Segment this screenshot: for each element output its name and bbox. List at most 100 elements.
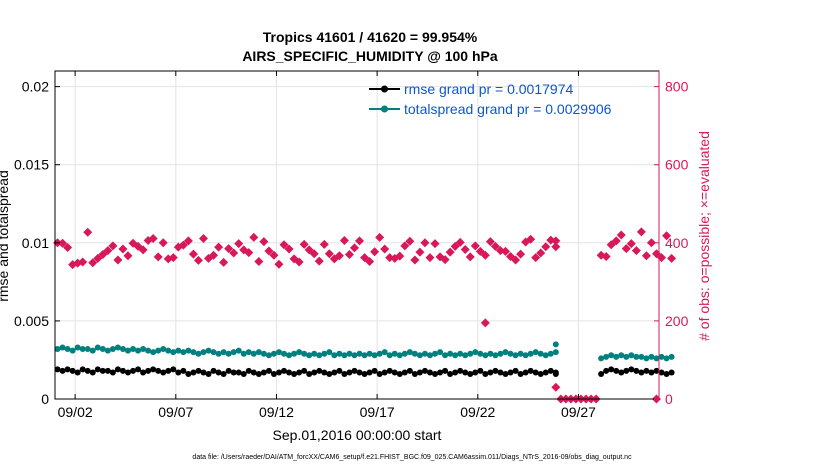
totalspread-point <box>306 352 313 359</box>
rmse-point <box>175 369 182 376</box>
obs-point <box>198 234 208 244</box>
obs-point <box>646 238 656 248</box>
obs-point <box>284 244 294 254</box>
obs-point <box>319 239 329 249</box>
y-left-tick-label: 0.005 <box>14 313 49 329</box>
rmse-point <box>145 367 152 374</box>
totalspread-point <box>492 352 499 359</box>
obs-point <box>344 250 354 260</box>
rmse-point <box>527 367 534 374</box>
rmse-point <box>421 367 428 374</box>
totalspread-point <box>99 346 106 353</box>
rmse-point <box>648 369 655 376</box>
totalspread-point <box>477 350 484 357</box>
rmse-point <box>467 371 474 378</box>
totalspread-point <box>658 353 665 360</box>
obs-point <box>83 227 93 237</box>
totalspread-point <box>532 349 539 356</box>
rmse-point <box>69 367 76 374</box>
rmse-point <box>411 371 418 378</box>
obs-point <box>78 257 88 267</box>
totalspread-point <box>371 352 378 359</box>
totalspread-point <box>124 347 131 354</box>
totalspread-point <box>522 352 529 359</box>
totalspread-point <box>255 349 262 356</box>
totalspread-point <box>502 349 509 356</box>
rmse-point <box>537 371 544 378</box>
rmse-point <box>336 367 343 374</box>
rmse-point <box>406 367 413 374</box>
obs-point <box>349 243 359 253</box>
rmse-point <box>311 369 318 376</box>
totalspread-point <box>89 347 96 354</box>
obs-point <box>324 249 334 259</box>
obs-point <box>249 232 259 242</box>
rmse-point <box>135 366 142 373</box>
totalspread-point <box>296 349 303 356</box>
obs-point <box>440 255 450 265</box>
rmse-point <box>487 369 494 376</box>
totalspread-point <box>512 352 519 359</box>
rmse-point <box>623 367 630 374</box>
rmse-point <box>195 367 202 374</box>
totalspread-point <box>452 352 459 359</box>
obs-point <box>395 251 405 261</box>
totalspread-point <box>426 352 433 359</box>
rmse-point <box>512 367 519 374</box>
totalspread-point <box>517 350 524 357</box>
obs-point <box>188 249 198 259</box>
rmse-point <box>225 367 232 374</box>
totalspread-point <box>457 350 464 357</box>
totalspread-point <box>406 349 413 356</box>
totalspread-point <box>613 353 620 360</box>
rmse-point <box>432 371 439 378</box>
obs-point <box>551 242 561 252</box>
totalspread-point <box>336 350 343 357</box>
totalspread-point <box>482 352 489 359</box>
totalspread-point <box>507 350 514 357</box>
obs-point <box>551 236 561 246</box>
rmse-point <box>74 369 81 376</box>
totalspread-point <box>331 352 338 359</box>
rmse-point <box>170 366 177 373</box>
obs-point <box>309 249 319 259</box>
rmse-point <box>452 369 459 376</box>
y-left-tick-label: 0.02 <box>22 79 49 95</box>
obs-point <box>113 255 123 265</box>
rmse-point <box>658 369 665 376</box>
totalspread-point <box>648 353 655 360</box>
y-right-tick-label: 600 <box>665 157 689 173</box>
totalspread-point <box>210 349 217 356</box>
totalspread-point <box>64 346 71 353</box>
obs-point <box>415 247 425 257</box>
totalspread-point <box>391 350 398 357</box>
obs-point <box>621 244 631 254</box>
totalspread-point <box>447 350 454 357</box>
rmse-point <box>79 366 86 373</box>
obs-point <box>294 257 304 267</box>
obs-point <box>138 245 148 255</box>
rmse-point <box>502 371 509 378</box>
obs-point <box>58 238 68 248</box>
totalspread-point <box>104 347 111 354</box>
obs-point <box>516 249 526 259</box>
totalspread-point <box>442 352 449 359</box>
obs-point <box>214 242 224 252</box>
totalspread-point <box>653 355 660 362</box>
obs-point <box>178 240 188 250</box>
obs-point <box>370 247 380 257</box>
x-tick-label: 09/17 <box>360 404 395 420</box>
totalspread-point <box>633 353 640 360</box>
obs-point <box>455 237 465 247</box>
obs-point <box>480 318 490 328</box>
totalspread-point <box>361 352 368 359</box>
obs-point <box>88 258 98 268</box>
rmse-point <box>59 367 66 374</box>
totalspread-point <box>663 355 670 362</box>
obs-point <box>526 234 536 244</box>
totalspread-point <box>230 349 237 356</box>
totalspread-point <box>140 346 147 353</box>
rmse-point <box>255 371 262 378</box>
rmse-point <box>462 369 469 376</box>
rmse-point <box>286 369 293 376</box>
